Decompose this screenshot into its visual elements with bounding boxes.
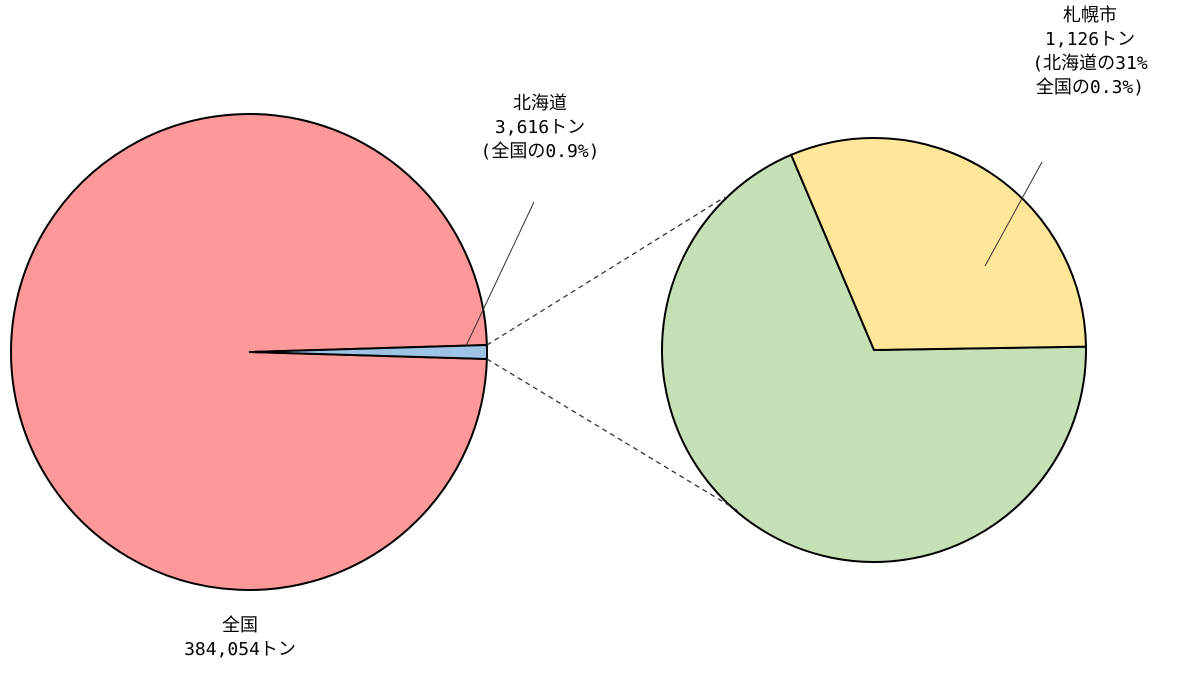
hokkaido-label-share: (全国の0.9%) <box>480 141 600 162</box>
connector-line-bottom <box>486 358 741 513</box>
slice-sapporo <box>789 137 1087 352</box>
connector-line-top <box>486 196 726 346</box>
sapporo-label-share-national: 全国の0.3%) <box>1035 77 1145 98</box>
sapporo-leader-line <box>984 161 1043 267</box>
hokkaido-label-amount: 3,616トン <box>494 117 586 138</box>
sapporo-label-amount: 1,126トン <box>1044 29 1136 50</box>
slice-national <box>10 113 488 591</box>
sapporo-label-name: 札幌市 <box>1063 5 1117 26</box>
slice-hokkaido-other <box>661 153 1087 563</box>
hokkaido-leader-line <box>465 201 535 347</box>
national-label-amount: 384,054トン <box>184 639 296 660</box>
sapporo-label-share-hokkaido: (北海道の31% <box>1032 53 1148 74</box>
sapporo-label: 札幌市 1,126トン (北海道の31% 全国の0.3%) <box>990 4 1190 100</box>
label-leader-lines <box>465 161 1043 347</box>
hokkaido-breakdown-pie <box>661 137 1087 563</box>
pie-connector-lines <box>486 196 741 513</box>
hokkaido-label: 北海道 3,616トン (全国の0.9%) <box>440 92 640 164</box>
hokkaido-label-name: 北海道 <box>513 93 567 114</box>
national-label-name: 全国 <box>222 615 258 636</box>
slice-hokkaido <box>248 343 489 361</box>
national-pie <box>10 113 489 591</box>
national-label: 全国 384,054トン <box>140 614 340 662</box>
